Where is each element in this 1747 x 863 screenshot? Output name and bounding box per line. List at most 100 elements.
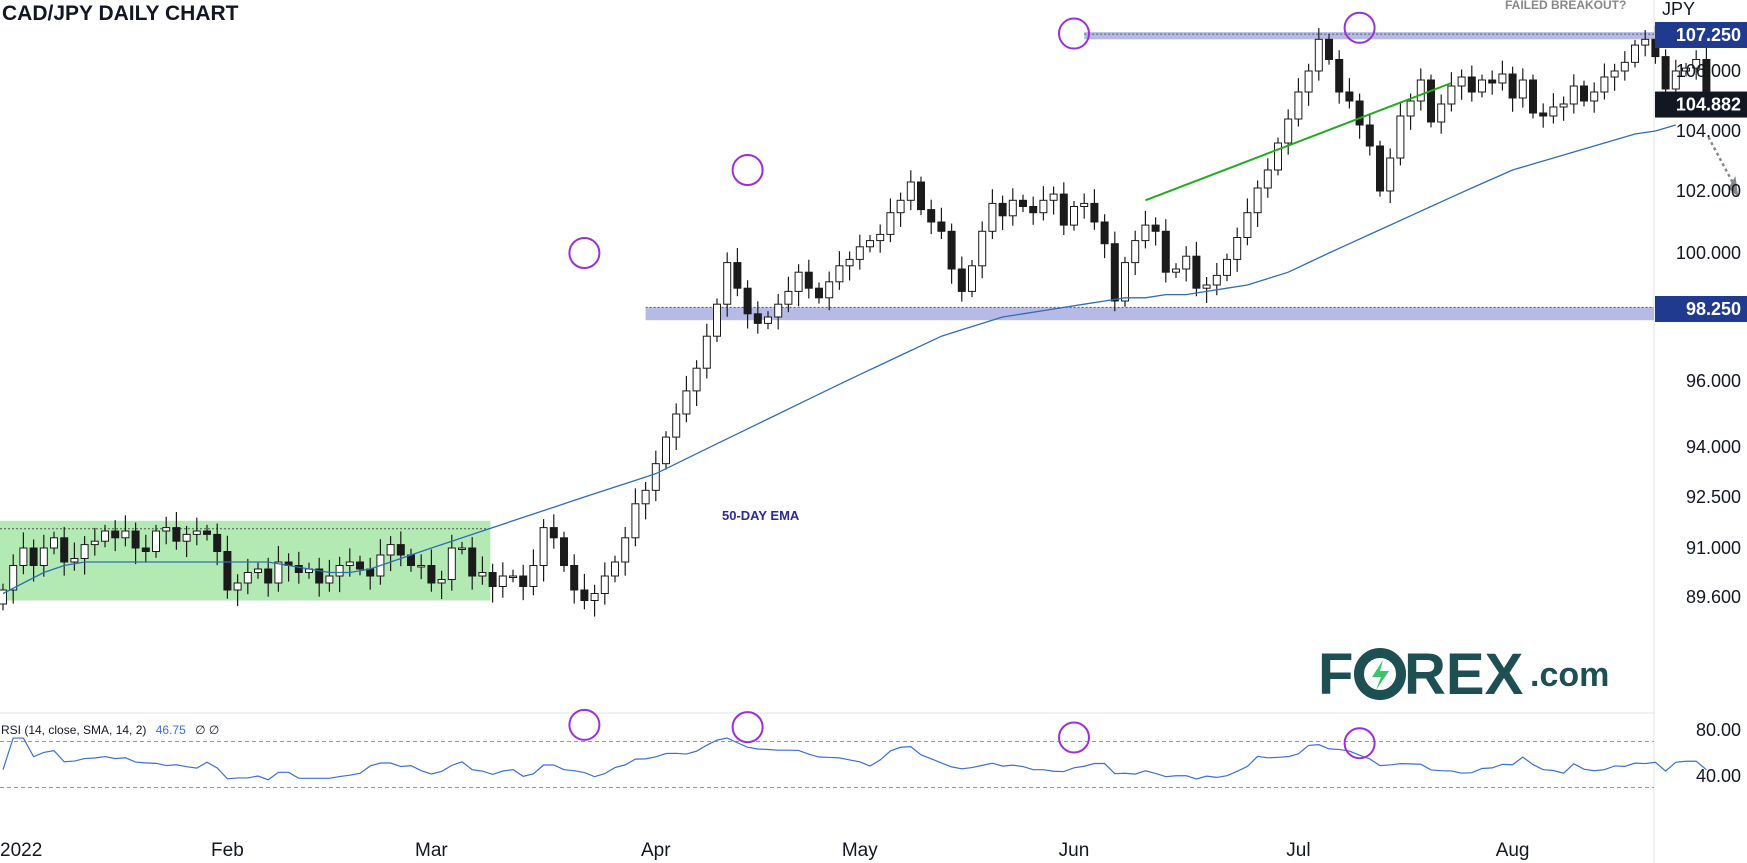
candle-bull [764,316,772,324]
candle-bull [794,271,803,292]
date-tick-label: Jul [1286,840,1310,861]
support-zone [645,307,1654,321]
candle-bear [29,547,38,566]
candle-bull [968,265,976,292]
candle-bear [1345,91,1354,102]
price-tick-label: 89.600 [1686,587,1741,607]
price-badge [1655,296,1747,322]
candle-bull [1569,85,1578,105]
candle-bear [580,589,589,601]
candle-bull [254,568,262,573]
candle-bull [621,537,630,563]
logo-dotcom: .com [1530,656,1609,694]
candle-bull [896,199,905,214]
candle-bull [1549,106,1558,117]
candle-bull [1641,38,1650,46]
candle-bull [1447,85,1456,105]
candle-bull [713,303,721,337]
candle-bull [662,436,670,465]
candle-bull [90,540,99,546]
candle-bull [1590,91,1599,102]
candle-bull [1070,206,1078,226]
failed-breakout-annotation: FAILED BREAKOUT? [1505,0,1626,12]
candle-bear [1161,230,1170,273]
candle-bull [1121,262,1129,302]
candle-bull [243,572,252,584]
rsi-name: RSI (14, close, SMA, 14, 2) [1,723,146,737]
candle-bear [407,554,415,566]
price-tick-label: 106.000 [1676,61,1741,81]
date-tick-label: Mar [415,840,448,861]
candle-bear [315,568,324,584]
candle-bull [233,582,242,591]
candle-bull [1610,70,1619,78]
candle-bear [1488,79,1497,84]
candle-bear [1355,100,1364,126]
candle-bear [294,565,303,573]
candle-bull [70,558,79,563]
candle-bull [845,258,854,267]
candle-bear [1508,73,1517,99]
candle-bull [1478,79,1486,93]
overlays-layer [2,11,1739,595]
candle-bear [223,551,232,591]
candle-bear [1110,243,1119,302]
candle-bull [600,575,609,594]
candle-bull [509,575,517,578]
candle-bear [998,202,1007,217]
swing-high-circle [568,237,601,269]
resistance-zone [1084,32,1654,40]
logo-bolt-icon [1372,660,1389,690]
candle-bear [1090,202,1099,223]
date-tick-label: Apr [641,840,671,861]
candle-bull [1671,70,1680,90]
candle-bear [1151,224,1160,232]
candle-bull [50,537,58,549]
candle-bull [529,565,538,587]
candle-bear [131,530,140,549]
candle-bear [753,313,762,324]
price-tick-label: 100.000 [1676,243,1741,263]
candle-bear [917,181,925,211]
bearish-arrow-head [1728,176,1739,198]
candle-bear [1427,79,1435,123]
candle-bull [1243,212,1252,238]
candle-bull [39,547,48,566]
rsi-tick-label: 40.00 [1696,766,1741,786]
rsi-peak-circle [1343,727,1376,760]
chart-title: CAD/JPY DAILY CHART [2,2,239,25]
candle-bull [631,503,640,539]
candle-bull [1294,91,1303,120]
candle-bear [1019,199,1027,208]
candle-bull [345,561,354,566]
candle-bear [1100,221,1109,245]
candle-bear [1029,206,1038,214]
candle-bull [906,181,915,201]
candle-bull [386,544,395,556]
candle-bull [1304,70,1313,93]
candle-bear [1467,76,1476,93]
ema-label: 50-DAY EMA [722,508,800,523]
candle-bear [203,530,211,535]
candle-bear [549,527,558,539]
candle-bull [192,530,201,535]
candle-bull [978,230,987,267]
candle-bull [1498,73,1507,84]
candle-bull [1008,199,1017,217]
candle-bull [825,281,834,299]
candle-bull [1386,157,1395,192]
candle-bear [172,527,181,542]
candle-bull [1233,237,1242,260]
candle-bull [784,290,793,305]
candle-bull [1416,79,1425,102]
candle-bull [641,489,650,505]
plot-background [0,0,1650,863]
bearish-arrow-shaft [1707,136,1734,183]
candle-bull [1274,142,1282,171]
candle-bull [1284,118,1293,144]
price-tick-label: 92.500 [1686,487,1741,507]
date-tick-label: Jun [1059,840,1090,861]
candle-bear [937,221,946,232]
candle-bear [141,547,150,552]
